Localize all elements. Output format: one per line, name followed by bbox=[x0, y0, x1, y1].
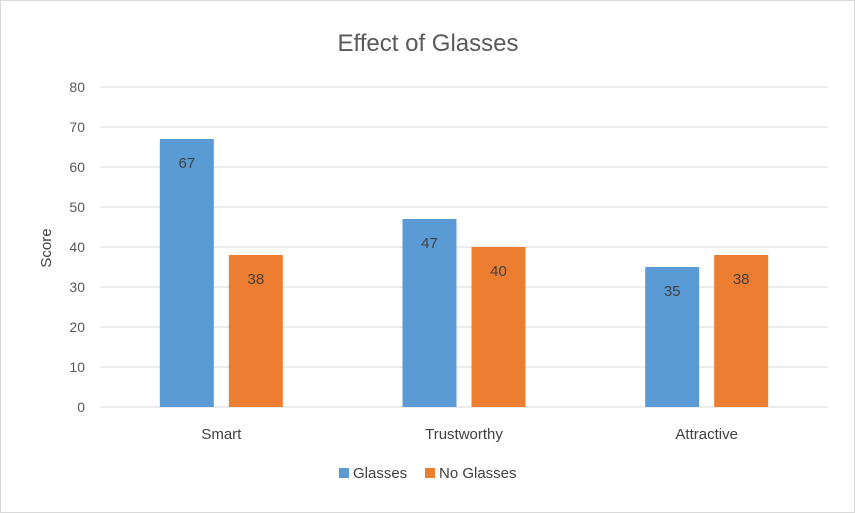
gridlines bbox=[100, 86, 828, 408]
bar bbox=[714, 255, 769, 407]
bar bbox=[471, 247, 526, 407]
x-axis-categories: Smart Trustworthy Attractive bbox=[201, 426, 738, 443]
y-axis-ticks: 0 10 20 30 40 50 60 70 80 bbox=[69, 79, 85, 415]
bar bbox=[159, 139, 214, 407]
data-label: 40 bbox=[490, 263, 507, 280]
y-tick-label: 30 bbox=[69, 279, 85, 295]
x-category-label: Trustworthy bbox=[425, 426, 503, 443]
bar bbox=[402, 219, 457, 407]
y-tick-label: 10 bbox=[69, 359, 85, 375]
data-label: 35 bbox=[664, 283, 681, 300]
data-label: 47 bbox=[421, 235, 438, 252]
data-label: 67 bbox=[178, 155, 195, 172]
x-category-label: Smart bbox=[201, 426, 242, 443]
x-category-label: Attractive bbox=[675, 426, 738, 443]
data-label: 38 bbox=[247, 271, 264, 288]
y-tick-label: 40 bbox=[69, 239, 85, 255]
y-axis-title: Score bbox=[38, 228, 55, 267]
y-tick-label: 80 bbox=[69, 79, 85, 95]
bar bbox=[645, 267, 700, 407]
y-tick-label: 20 bbox=[69, 319, 85, 335]
legend-label: Glasses bbox=[353, 465, 407, 482]
y-tick-label: 50 bbox=[69, 199, 85, 215]
legend: Glasses No Glasses bbox=[339, 465, 517, 482]
bar bbox=[228, 255, 283, 407]
legend-swatch bbox=[425, 468, 435, 478]
data-label: 38 bbox=[733, 271, 750, 288]
bars bbox=[159, 139, 769, 407]
legend-label: No Glasses bbox=[439, 465, 517, 482]
data-labels: 67 38 47 40 35 38 bbox=[178, 155, 749, 300]
y-tick-label: 70 bbox=[69, 119, 85, 135]
y-tick-label: 60 bbox=[69, 159, 85, 175]
legend-swatch bbox=[339, 468, 349, 478]
chart-title: Effect of Glasses bbox=[338, 30, 519, 57]
y-tick-label: 0 bbox=[77, 399, 85, 415]
